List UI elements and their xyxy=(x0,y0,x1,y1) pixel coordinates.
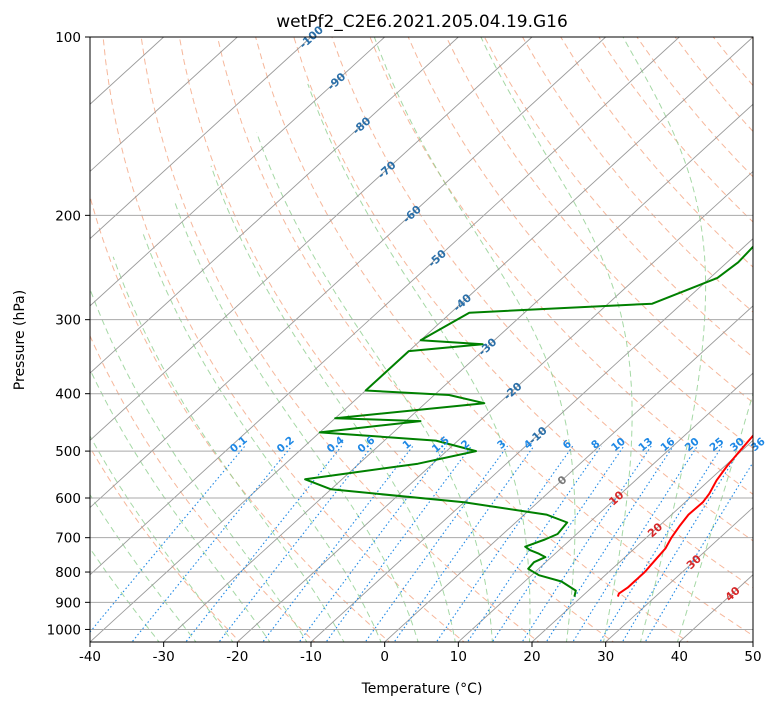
x-tick-label: -30 xyxy=(153,649,175,665)
x-axis-label: Temperature (°C) xyxy=(361,681,483,697)
y-tick-label: 1000 xyxy=(47,622,81,638)
y-tick-label: 900 xyxy=(55,595,81,611)
y-tick-label: 800 xyxy=(55,565,81,581)
x-tick-label: 30 xyxy=(597,649,614,665)
y-tick-label: 500 xyxy=(55,444,81,460)
y-axis-label: Pressure (hPa) xyxy=(12,290,28,390)
x-tick-label: 10 xyxy=(450,649,467,665)
y-tick-label: 600 xyxy=(55,491,81,507)
x-tick-label: 50 xyxy=(744,649,761,665)
y-tick-label: 400 xyxy=(55,387,81,403)
x-tick-label: 40 xyxy=(671,649,688,665)
x-tick-label: 20 xyxy=(523,649,540,665)
x-tick-label: -40 xyxy=(79,649,101,665)
chart-title: wetPf2_C2E6.2021.205.04.19.G16 xyxy=(276,12,568,32)
x-tick-label: -20 xyxy=(226,649,248,665)
y-tick-label: 300 xyxy=(55,313,81,329)
x-tick-label: -10 xyxy=(300,649,322,665)
y-tick-label: 100 xyxy=(55,30,81,46)
x-tick-label: 0 xyxy=(380,649,389,665)
y-tick-label: 700 xyxy=(55,531,81,547)
y-tick-label: 200 xyxy=(55,208,81,224)
